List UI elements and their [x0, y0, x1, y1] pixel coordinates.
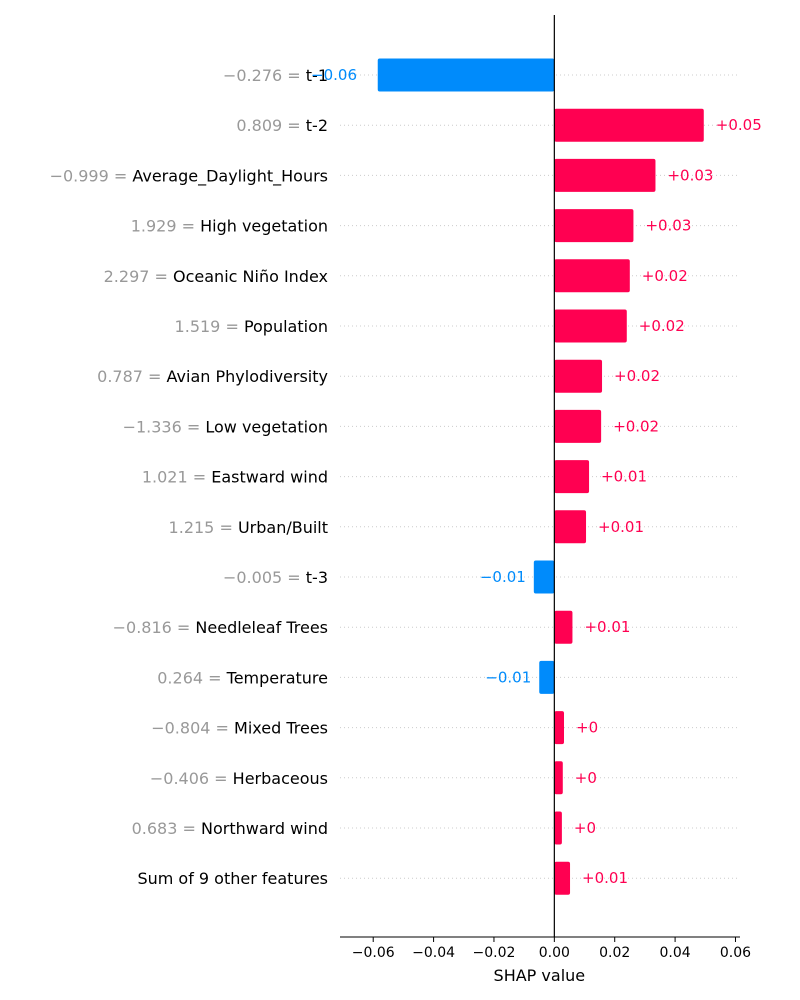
feature-value: 0.787 = [97, 367, 166, 386]
shap-bar [554, 409, 602, 443]
bar-value-labels: −0.06 +0.05 +0.03 +0.03 +0.02 +0.02 +0.02 +0.02… [311, 66, 762, 887]
feature-label: −1.336 = Low vegetation [123, 417, 328, 436]
feature-label: −0.406 = Herbaceous [150, 769, 328, 788]
feature-value: −0.276 = [223, 66, 306, 85]
x-tick-label: 0.00 [539, 945, 570, 961]
shap-bar [539, 660, 555, 694]
feature-value: 0.683 = [132, 819, 201, 838]
bar-value-label: −0.01 [480, 568, 526, 586]
feature-label: −0.005 = t-3 [223, 568, 328, 587]
bar-value-label: +0.02 [614, 367, 660, 385]
shap-bar [554, 460, 590, 494]
shap-bar [554, 510, 587, 544]
bar-value-label: +0.01 [582, 869, 628, 887]
x-ticks: −0.06 −0.04 −0.02 0.00 0.02 0.04 0.06 [352, 937, 751, 961]
feature-label: −0.276 = t-1 [223, 66, 328, 85]
bar-value-label: +0.05 [716, 116, 762, 134]
x-tick-label: −0.02 [473, 945, 516, 961]
shap-bar [554, 209, 634, 243]
feature-name: Sum of 9 other features [137, 869, 328, 888]
feature-value: 2.297 = [104, 267, 173, 286]
feature-label: 0.683 = Northward wind [132, 819, 328, 838]
shap-bar [554, 711, 564, 745]
feature-label: 1.215 = Urban/Built [169, 518, 328, 537]
feature-name: Low vegetation [205, 417, 328, 436]
gridlines [340, 74, 740, 879]
feature-name: t-3 [306, 568, 328, 587]
shap-bar [554, 108, 704, 142]
bar-value-label: +0.01 [584, 618, 630, 636]
x-axis: −0.06 −0.04 −0.02 0.00 0.02 0.04 0.06 SHAP val… [340, 936, 751, 985]
feature-name: Population [244, 317, 328, 336]
feature-name: Mixed Trees [234, 719, 328, 738]
feature-name: Urban/Built [238, 518, 328, 537]
bar-value-label: +0.01 [598, 518, 644, 536]
feature-value: −0.999 = [50, 166, 133, 185]
bar-value-label: −0.06 [311, 66, 357, 84]
feature-value: −0.804 = [151, 719, 234, 738]
bar-value-label: +0.02 [642, 267, 688, 285]
feature-label: 1.021 = Eastward wind [142, 468, 328, 487]
feature-name: Northward wind [201, 819, 328, 838]
x-tick-label: 0.04 [660, 945, 691, 961]
shap-bar [554, 158, 656, 192]
feature-label: 0.264 = Temperature [157, 668, 328, 687]
feature-name: Oceanic Niño Index [173, 267, 328, 286]
shap-bar [554, 811, 562, 845]
shap-bar [554, 359, 603, 393]
feature-value: 1.519 = [175, 317, 244, 336]
bar-value-label: +0.02 [613, 417, 659, 435]
feature-name: Avian Phylodiversity [167, 367, 328, 386]
bar-value-label: +0.03 [667, 166, 713, 184]
x-tick-label: −0.06 [352, 945, 395, 961]
feature-label: 1.929 = High vegetation [131, 217, 328, 236]
x-tick-label: −0.04 [412, 945, 455, 961]
feature-label: −0.804 = Mixed Trees [151, 719, 328, 738]
feature-name: t-1 [306, 66, 328, 85]
feature-name: High vegetation [200, 217, 328, 236]
x-tick-label: 0.06 [720, 945, 751, 961]
bar-value-label: +0 [575, 769, 597, 787]
feature-value: 1.929 = [131, 217, 200, 236]
shap-bar [554, 259, 630, 293]
feature-labels: −0.276 = t-1 0.809 = t-2 −0.999 = Average_… [50, 66, 328, 888]
shap-bar [377, 58, 555, 92]
shap-bar [554, 761, 563, 795]
feature-name: Temperature [226, 668, 328, 687]
shap-bar [554, 861, 571, 895]
bar-value-label: +0.02 [639, 317, 685, 335]
feature-name: t-2 [306, 116, 328, 135]
feature-value: 0.809 = [236, 116, 305, 135]
bar-value-label: +0.03 [645, 217, 691, 235]
feature-value: −1.336 = [123, 417, 206, 436]
shap-bar [533, 560, 555, 594]
feature-label: 2.297 = Oceanic Niño Index [104, 267, 328, 286]
feature-label: 0.787 = Avian Phylodiversity [97, 367, 328, 386]
feature-label: 0.809 = t-2 [236, 116, 328, 135]
feature-value: −0.816 = [113, 618, 196, 637]
shap-bar [554, 309, 627, 343]
bar-value-label: +0 [574, 819, 596, 837]
bar-value-label: −0.01 [485, 668, 531, 686]
feature-name: Needleleaf Trees [195, 618, 328, 637]
feature-value: 1.021 = [142, 468, 211, 487]
feature-name: Herbaceous [233, 769, 328, 788]
shap-bar [554, 610, 573, 644]
bars [377, 58, 704, 895]
feature-label: −0.999 = Average_Daylight_Hours [50, 166, 328, 186]
x-axis-title: SHAP value [494, 966, 586, 985]
feature-value: −0.406 = [150, 769, 233, 788]
x-tick-label: 0.02 [599, 945, 630, 961]
feature-value: 0.264 = [157, 668, 226, 687]
bar-value-label: +0.01 [601, 468, 647, 486]
feature-name: Eastward wind [211, 468, 328, 487]
bar-value-label: +0 [576, 719, 598, 737]
feature-value: −0.005 = [223, 568, 306, 587]
feature-name: Average_Daylight_Hours [132, 166, 328, 186]
feature-label: −0.816 = Needleleaf Trees [113, 618, 328, 637]
feature-label: 1.519 = Population [175, 317, 328, 336]
feature-label: Sum of 9 other features [137, 869, 328, 888]
feature-value: 1.215 = [169, 518, 238, 537]
